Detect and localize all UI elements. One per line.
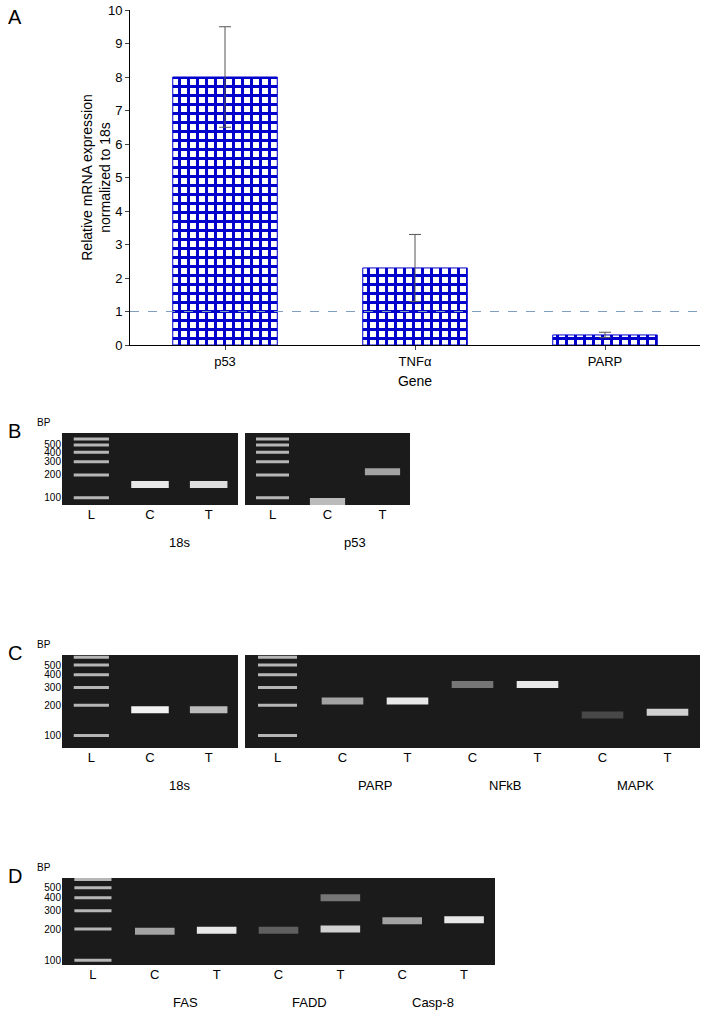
svg-text:300: 300 [44, 682, 61, 693]
svg-text:Relative mRNA expressionnormal: Relative mRNA expressionnormalized to 18… [79, 94, 113, 261]
svg-text:T: T [404, 750, 412, 765]
svg-text:Gene: Gene [398, 373, 432, 389]
svg-text:C: C [398, 967, 407, 982]
svg-text:L: L [89, 967, 96, 982]
svg-text:1: 1 [115, 304, 122, 319]
svg-text:T: T [336, 967, 344, 982]
svg-text:L: L [88, 750, 95, 765]
svg-text:MAPK: MAPK [617, 778, 654, 793]
svg-text:200: 200 [44, 924, 61, 935]
svg-text:300: 300 [44, 456, 61, 467]
svg-text:FADD: FADD [292, 995, 327, 1010]
svg-text:BP: BP [37, 417, 51, 428]
svg-text:500: 500 [44, 882, 61, 893]
svg-text:T: T [460, 967, 468, 982]
svg-text:C: C [150, 967, 159, 982]
svg-text:T: T [379, 507, 387, 522]
svg-text:C: C [145, 750, 154, 765]
svg-text:Casp-8: Casp-8 [412, 995, 454, 1010]
svg-text:C: C [598, 750, 607, 765]
svg-text:300: 300 [44, 905, 61, 916]
svg-text:400: 400 [44, 669, 61, 680]
svg-text:PARP: PARP [588, 354, 622, 369]
svg-text:400: 400 [44, 447, 61, 458]
svg-text:0: 0 [115, 338, 122, 353]
svg-text:p53: p53 [344, 535, 366, 550]
svg-text:200: 200 [44, 700, 61, 711]
svg-text:6: 6 [115, 137, 122, 152]
svg-text:400: 400 [44, 892, 61, 903]
svg-text:BP: BP [37, 639, 51, 650]
svg-text:C: C [8, 642, 22, 664]
svg-text:FAS: FAS [173, 995, 198, 1010]
svg-text:500: 500 [44, 660, 61, 671]
svg-text:2: 2 [115, 271, 122, 286]
svg-text:TNFα: TNFα [399, 354, 432, 369]
svg-text:4: 4 [115, 204, 122, 219]
svg-text:18s: 18s [169, 535, 190, 550]
svg-text:L: L [88, 507, 95, 522]
svg-text:100: 100 [44, 730, 61, 741]
svg-text:C: C [338, 750, 347, 765]
svg-text:A: A [8, 6, 22, 28]
svg-text:C: C [274, 967, 283, 982]
svg-text:T: T [205, 507, 213, 522]
svg-text:L: L [274, 750, 281, 765]
svg-text:8: 8 [115, 70, 122, 85]
svg-text:B: B [8, 420, 21, 442]
svg-text:T: T [664, 750, 672, 765]
svg-text:D: D [8, 865, 22, 887]
svg-text:C: C [145, 507, 154, 522]
svg-text:10: 10 [108, 3, 122, 18]
svg-text:C: C [323, 507, 332, 522]
svg-text:9: 9 [115, 36, 122, 51]
svg-text:5: 5 [115, 170, 122, 185]
svg-text:18s: 18s [169, 778, 190, 793]
svg-text:BP: BP [37, 862, 51, 873]
svg-text:3: 3 [115, 237, 122, 252]
svg-text:PARP: PARP [358, 778, 392, 793]
svg-text:T: T [205, 750, 213, 765]
svg-text:100: 100 [44, 955, 61, 966]
svg-text:L: L [269, 507, 276, 522]
svg-text:100: 100 [44, 492, 61, 503]
svg-text:200: 200 [44, 469, 61, 480]
svg-text:500: 500 [44, 439, 61, 450]
svg-text:C: C [468, 750, 477, 765]
svg-text:T: T [534, 750, 542, 765]
svg-text:p53: p53 [214, 354, 236, 369]
svg-text:NFkB: NFkB [489, 778, 522, 793]
svg-text:7: 7 [115, 103, 122, 118]
svg-text:T: T [213, 967, 221, 982]
